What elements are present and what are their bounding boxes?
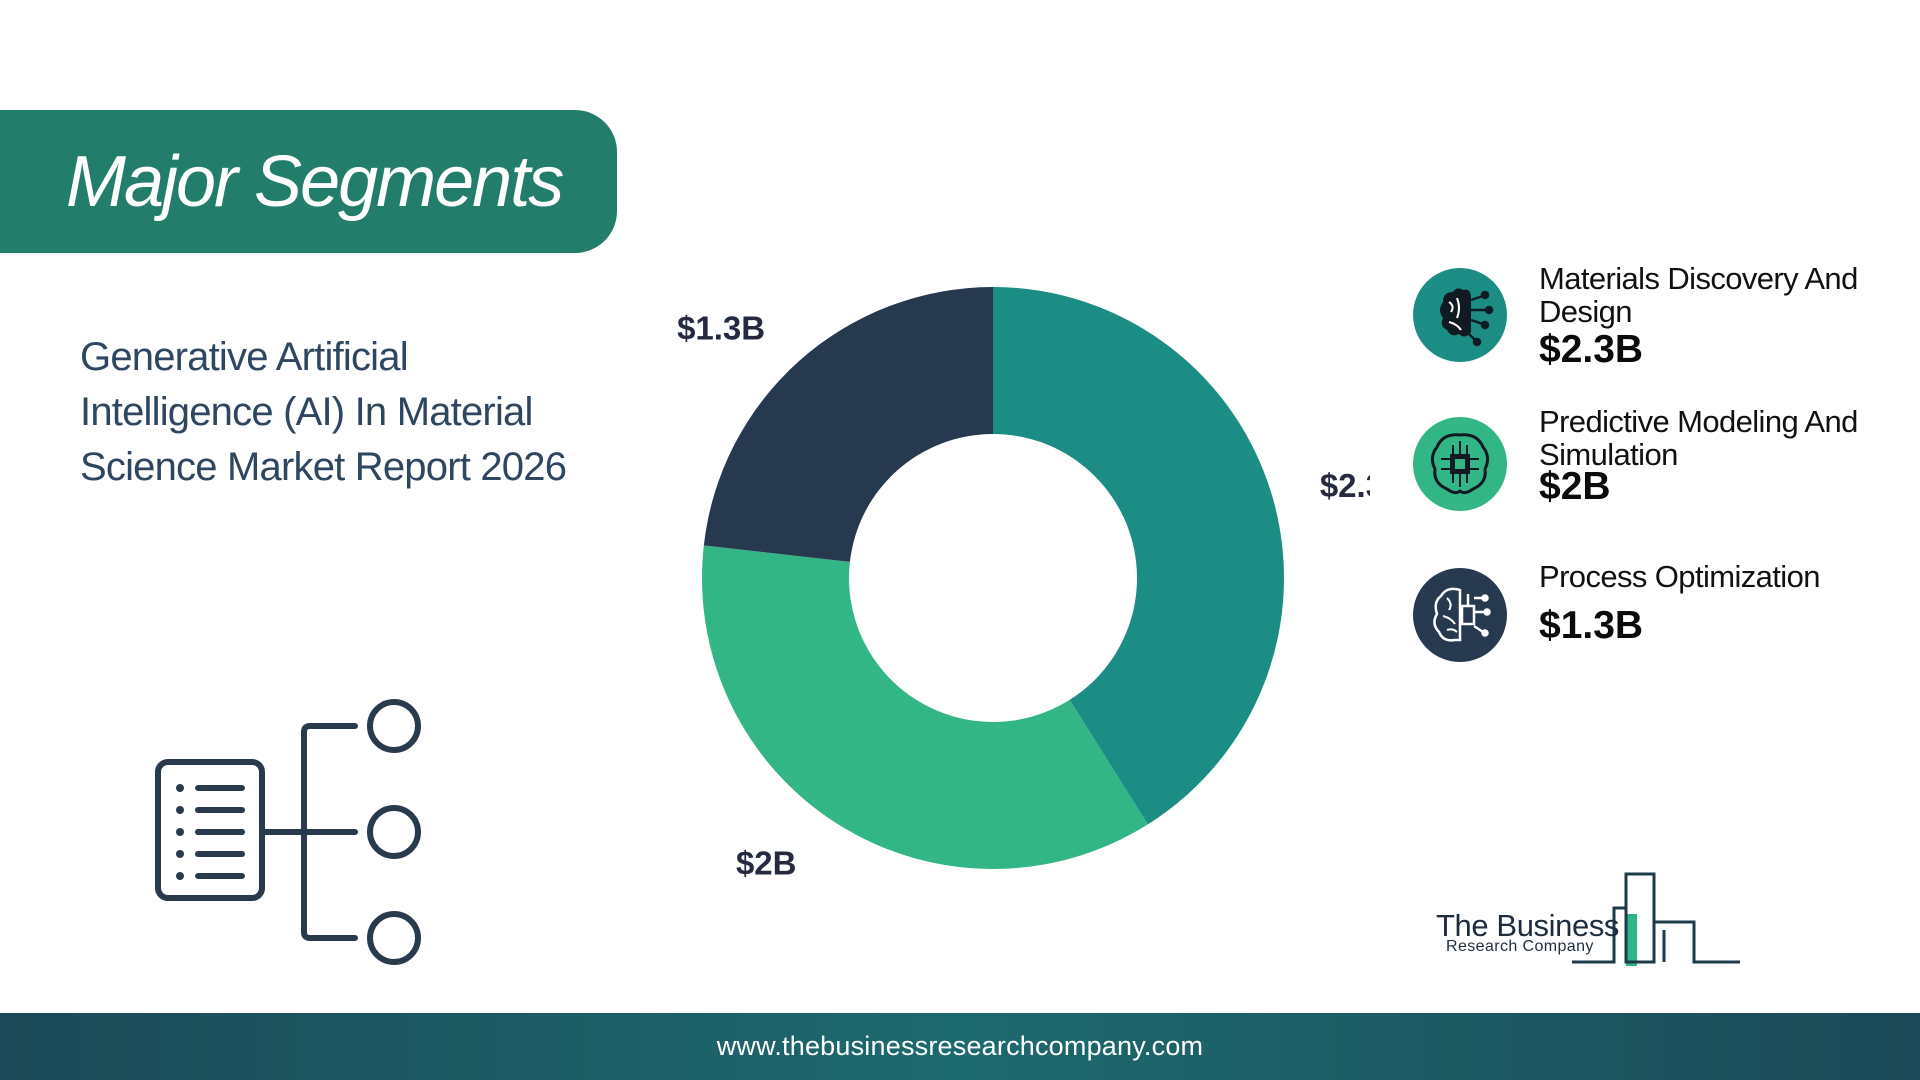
logo-buildings-icon (1572, 872, 1740, 966)
legend-label: Materials Discovery And Design (1539, 261, 1858, 329)
legend-value: $2.3B (1539, 328, 1644, 371)
footer-bar: www.thebusinessresearchcompany.com (0, 1013, 1920, 1080)
page-title: Major Segments (66, 141, 564, 222)
logo-name: The Business (1436, 908, 1620, 943)
legend-label: Predictive Modeling And Simulation (1539, 404, 1858, 472)
report-title: Generative Artificial Intelligence (AI) … (80, 335, 567, 489)
legend-item-predictive-modeling: Predictive Modeling And Simulation $2B (1413, 404, 1913, 511)
chip-brain-icon (1413, 417, 1507, 511)
segments-tree-icon (155, 699, 421, 965)
legend-value: $1.3B (1539, 604, 1644, 647)
donut-chart: $2.3B $2B $1.3B (677, 287, 1370, 881)
legend-label: Process Optimization (1539, 559, 1820, 594)
donut-slice-label: $1.3B (677, 309, 765, 346)
legend-value: $2B (1539, 465, 1611, 508)
legend-item-materials-discovery: Materials Discovery And Design $2.3B (1413, 261, 1913, 371)
donut-slice (702, 545, 1148, 869)
company-logo: The Business Research Company (1432, 870, 1752, 970)
donut-slice-label: $2B (736, 844, 797, 881)
brain-chip-icon (1413, 568, 1507, 662)
title-banner: Major Segments (0, 110, 617, 253)
legend-item-process-optimization: Process Optimization $1.3B (1413, 559, 1913, 662)
brain-circuit-icon (1413, 268, 1507, 362)
donut-slice (993, 287, 1284, 825)
footer-website-link[interactable]: www.thebusinessresearchcompany.com (716, 1031, 1204, 1061)
logo-subtitle: Research Company (1446, 938, 1594, 955)
donut-slice (703, 287, 993, 562)
donut-slice-label: $2.3B (1320, 467, 1370, 504)
